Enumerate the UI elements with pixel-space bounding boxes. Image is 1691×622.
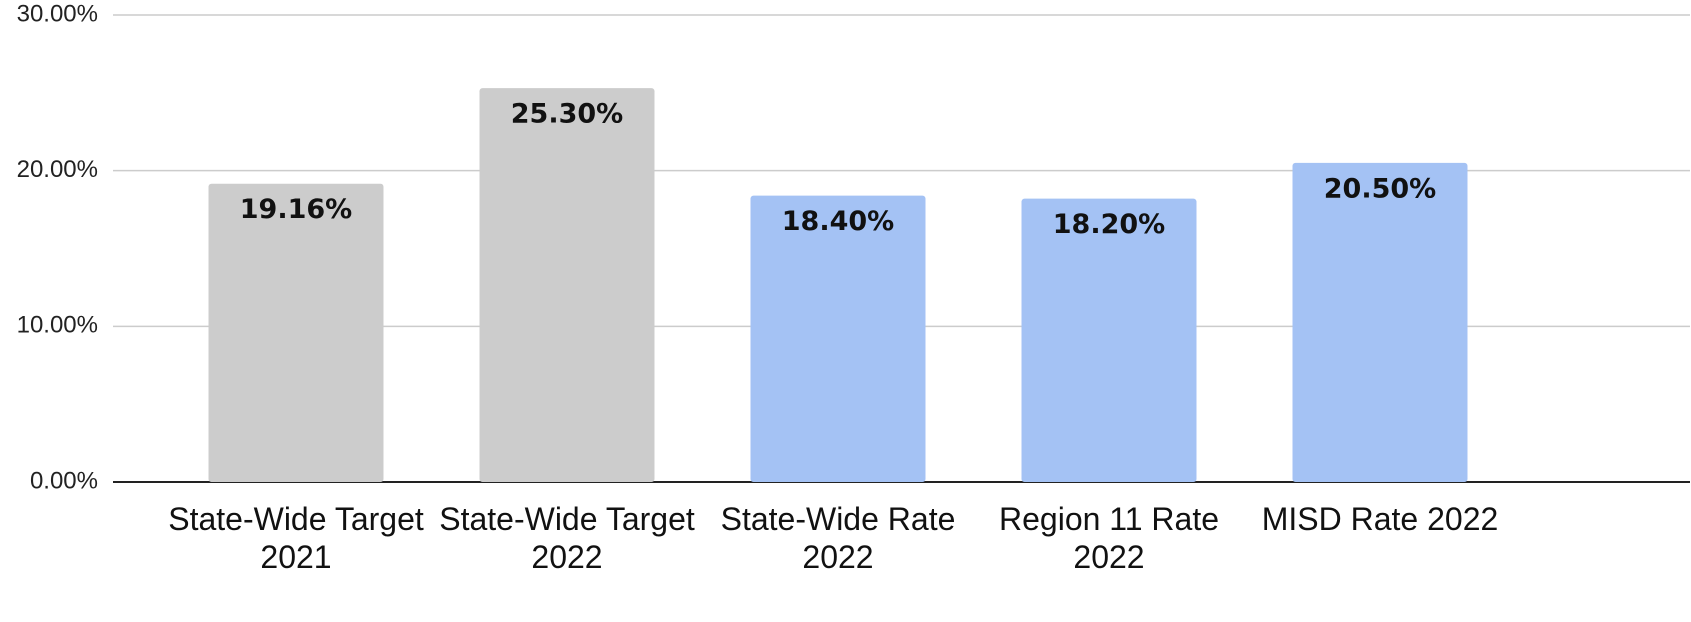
bar: [208, 183, 384, 482]
data-label: 20.50%: [1324, 173, 1436, 204]
bar: [479, 88, 655, 482]
bar: [1021, 198, 1197, 483]
y-tick-label: 10.00%: [17, 312, 98, 339]
x-tick-label: State-Wide Target 2021: [168, 501, 424, 575]
x-tick-label: State-Wide Rate 2022: [720, 501, 956, 575]
x-tick-label: Region 11 Rate 2022: [999, 501, 1219, 575]
data-label: 18.20%: [1053, 209, 1165, 240]
bar: [1292, 162, 1468, 482]
data-label: 18.40%: [782, 206, 894, 237]
bar: [750, 195, 926, 482]
data-label: 19.16%: [240, 194, 352, 225]
y-tick-label: 20.00%: [17, 156, 98, 183]
y-tick-label: 30.00%: [17, 0, 98, 27]
data-label: 25.30%: [511, 99, 623, 130]
y-tick-label: 0.00%: [30, 467, 98, 494]
x-tick-label: MISD Rate 2022: [1261, 501, 1499, 537]
x-tick-label: State-Wide Target 2022: [439, 501, 695, 575]
